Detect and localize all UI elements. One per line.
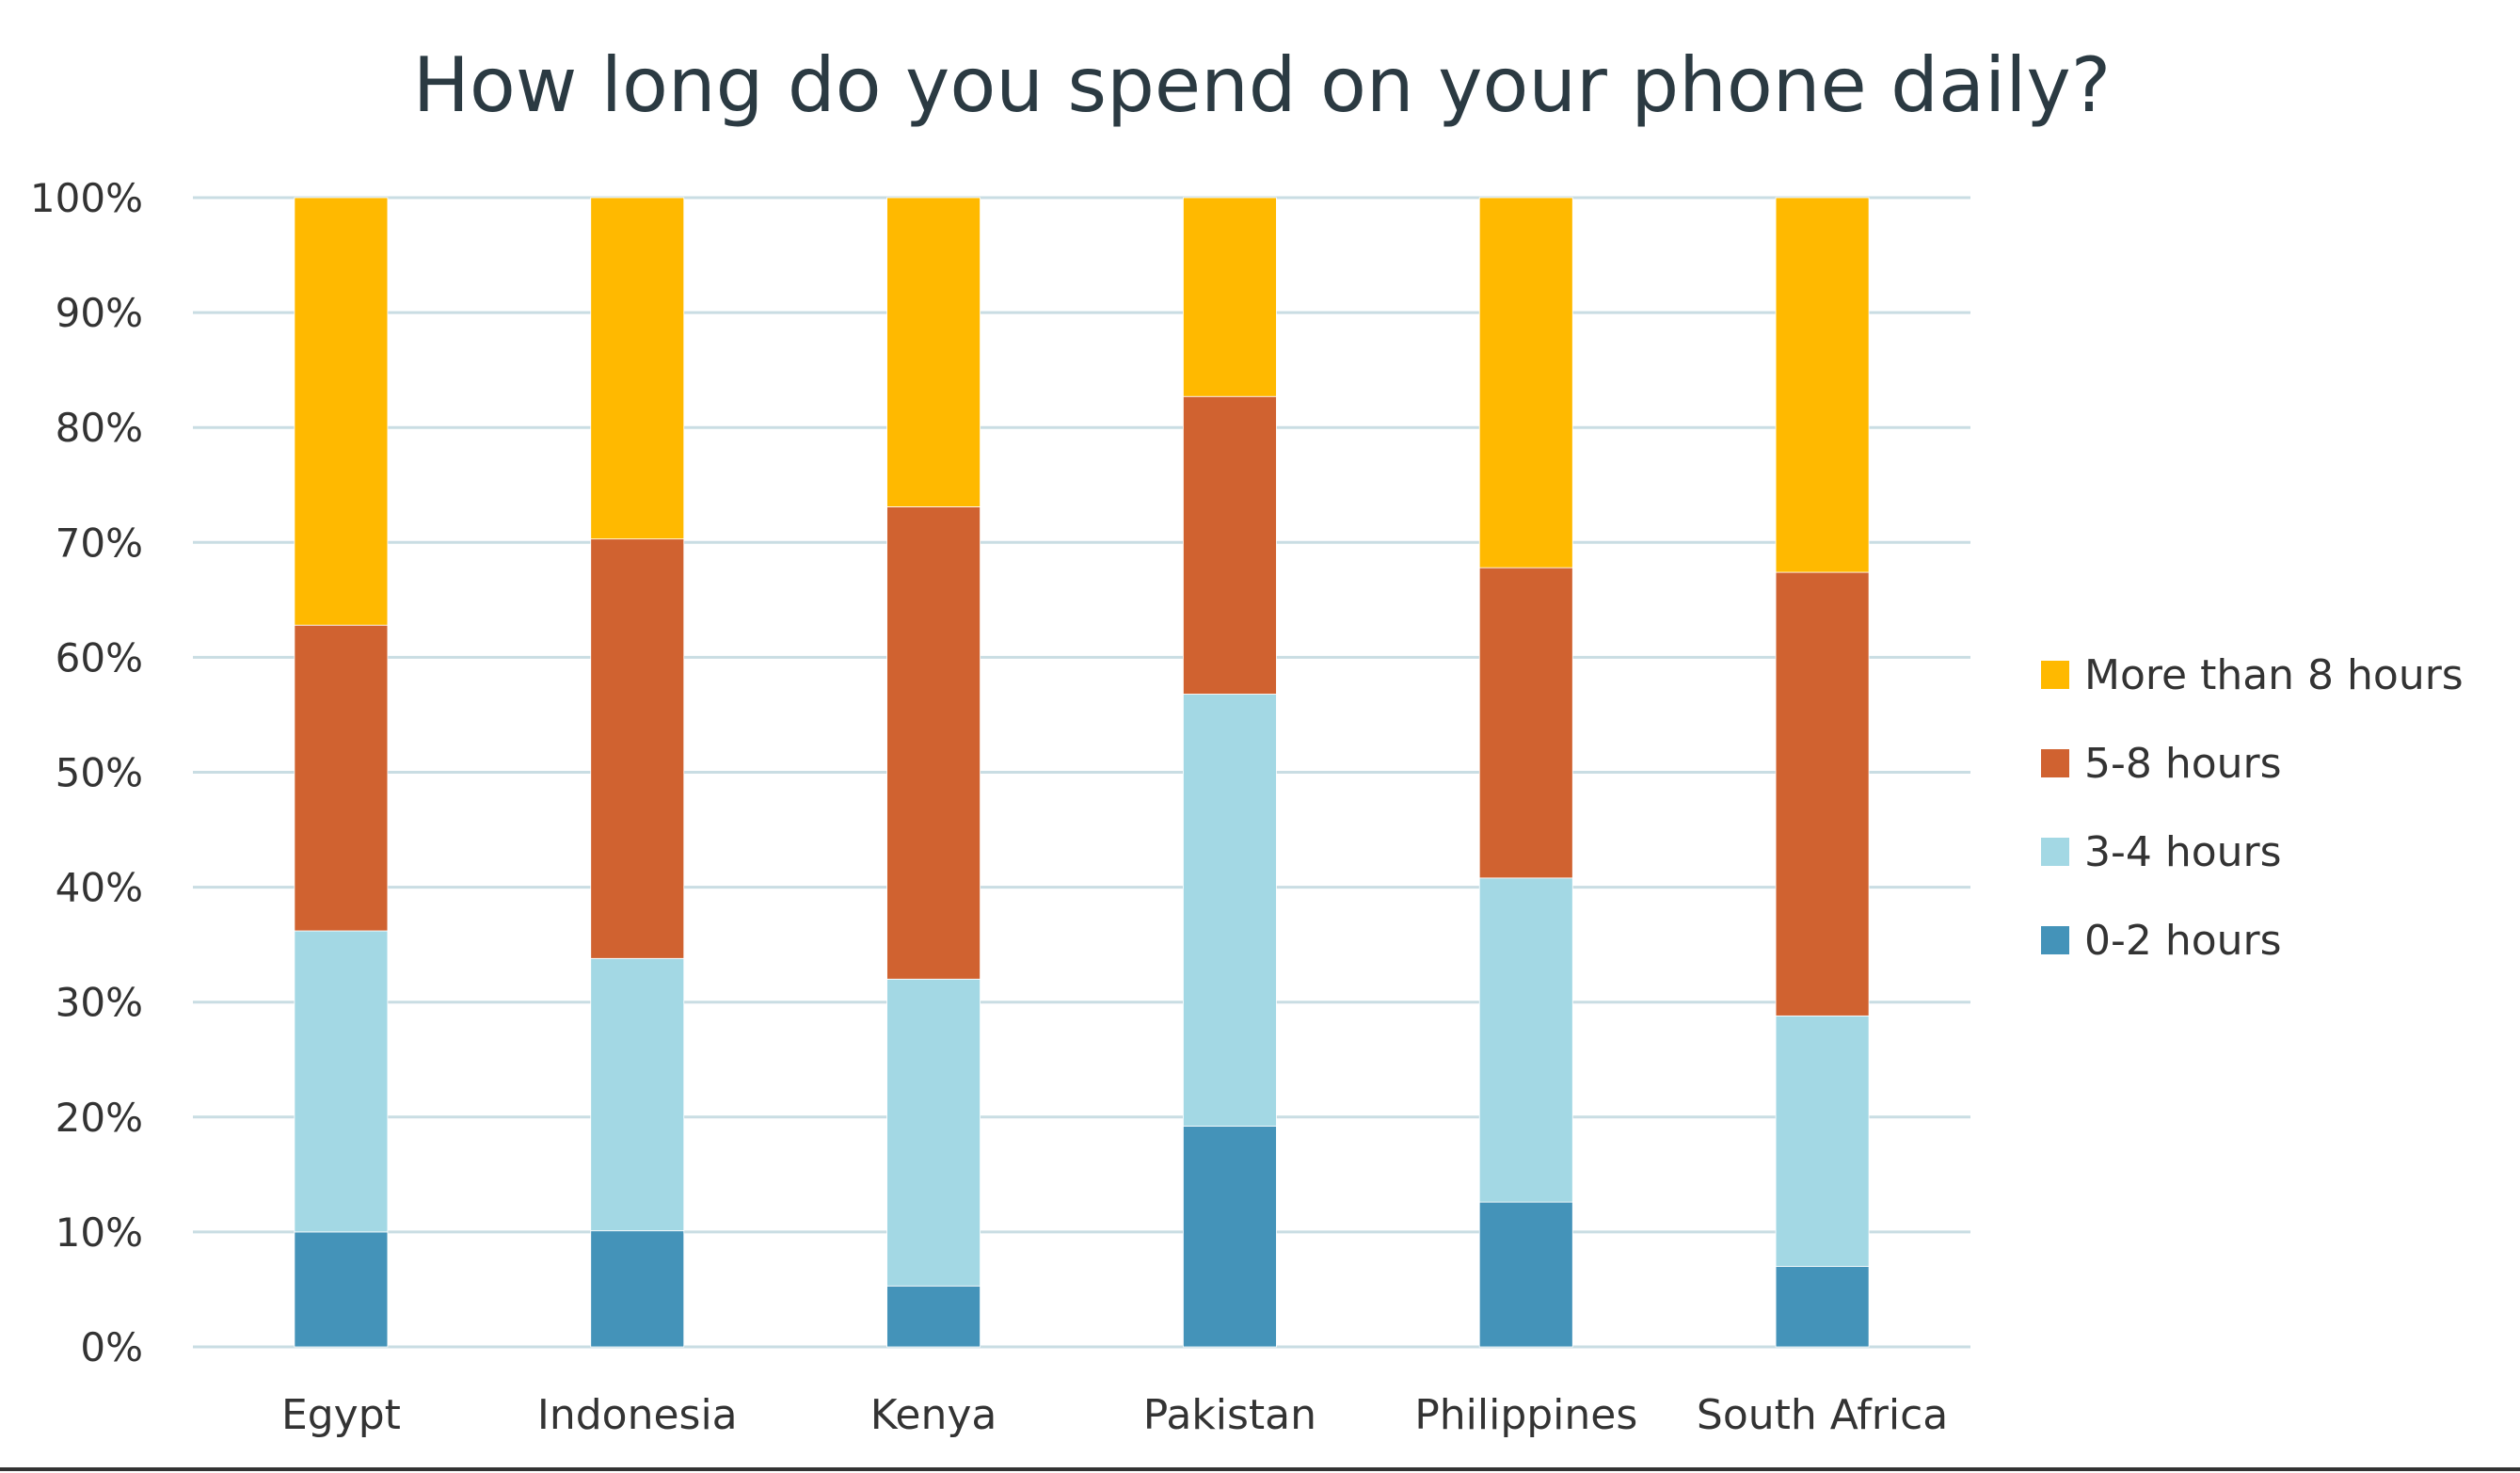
legend-swatch (2041, 661, 2069, 689)
bar-segment-3-4-hours (1775, 1015, 1870, 1267)
y-tick-label: 10% (56, 1209, 143, 1256)
bar-segment-more-than-8-hours (1478, 197, 1573, 568)
bar-segment-3-4-hours (1478, 877, 1573, 1203)
x-tick-label: Philippines (1414, 1391, 1637, 1439)
bar-segment-3-4-hours (590, 957, 685, 1232)
legend-swatch (2041, 926, 2069, 954)
bar-segment-more-than-8-hours (1183, 197, 1277, 397)
x-tick-label: Kenya (870, 1391, 997, 1439)
bar-segment-more-than-8-hours (1775, 197, 1870, 573)
y-tick-label: 70% (56, 520, 143, 566)
legend-label: More than 8 hours (2084, 651, 2464, 699)
bar-segment-0-2-hours (1183, 1126, 1277, 1348)
y-tick-label: 100% (30, 175, 143, 221)
x-tick-label: Egypt (281, 1391, 401, 1439)
bar-segment-3-4-hours (1183, 694, 1277, 1127)
bar-segment-0-2-hours (590, 1230, 685, 1348)
bar-segment-0-2-hours (886, 1285, 981, 1348)
x-tick-label: South Africa (1697, 1391, 1948, 1439)
bar-segment-more-than-8-hours (590, 197, 685, 540)
x-axis-ticks: Egypt Indonesia Kenya Pakistan Philippines So… (281, 1391, 1948, 1439)
legend-label: 3-4 hours (2084, 828, 2282, 876)
bar-segment-3-4-hours (886, 978, 981, 1287)
bar-segment-more-than-8-hours (886, 197, 981, 507)
legend-label: 0-2 hours (2084, 917, 2282, 965)
x-tick-label: Indonesia (537, 1391, 738, 1439)
bar-segment-3-4-hours (294, 930, 389, 1233)
bar-segment-5-8-hours (590, 538, 685, 959)
y-tick-label: 90% (56, 290, 143, 336)
legend-swatch (2041, 838, 2069, 866)
bar-segment-5-8-hours (886, 506, 981, 980)
bars (294, 197, 1870, 1348)
y-tick-label: 80% (56, 405, 143, 451)
legend-label: 5-8 hours (2084, 740, 2282, 788)
bar-segment-5-8-hours (294, 624, 389, 932)
y-tick-label: 60% (56, 634, 143, 680)
bar-segment-5-8-hours (1775, 571, 1870, 1017)
y-tick-label: 30% (56, 980, 143, 1026)
y-tick-label: 0% (80, 1324, 143, 1370)
legend-swatch (2041, 749, 2069, 777)
x-tick-label: Pakistan (1143, 1391, 1316, 1439)
bar-segment-5-8-hours (1478, 567, 1573, 879)
bar-segment-0-2-hours (1478, 1201, 1573, 1348)
gridlines (193, 196, 1970, 1349)
y-axis-ticks: 0% 10% 20% 30% 40% 50% 60% 70% 80% 90% 100% (30, 175, 143, 1370)
bar-segment-more-than-8-hours (294, 197, 389, 626)
y-tick-label: 50% (56, 750, 143, 796)
chart-title: How long do you spend on your phone dail… (413, 41, 2111, 129)
y-tick-label: 20% (56, 1095, 143, 1141)
y-tick-label: 40% (56, 865, 143, 911)
bar-segment-0-2-hours (294, 1231, 389, 1348)
legend: More than 8 hours 5-8 hours 3-4 hours 0-2 h… (2041, 651, 2464, 965)
bar-segment-0-2-hours (1775, 1266, 1870, 1348)
bar-segment-5-8-hours (1183, 395, 1277, 695)
